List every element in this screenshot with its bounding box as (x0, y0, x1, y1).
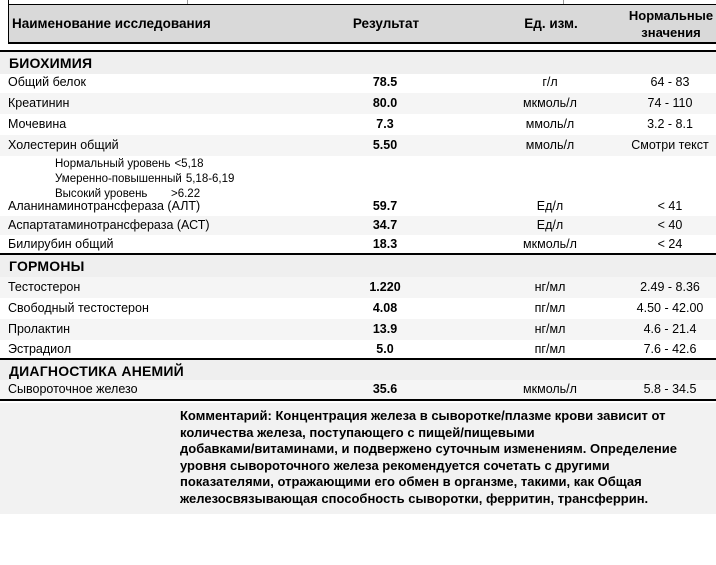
row-normal: 4.50 - 42.00 (636, 301, 704, 315)
table-header: Наименование исследования Результат Ед. … (8, 4, 716, 44)
row-unit: мкмоль/л (523, 382, 577, 396)
row-name: Холестерин общий (8, 138, 119, 152)
table-row: Свободный тестостерон 4.08 пг/мл 4.50 - … (0, 298, 716, 319)
table-row: Аланинаминотрансфераза (АЛТ) 59.7 Ед/л <… (0, 197, 716, 216)
row-normal: < 24 (657, 237, 683, 251)
note-label: Нормальный уровень (55, 158, 171, 170)
row-result: 18.3 (372, 237, 398, 251)
row-name: Пролактин (8, 322, 71, 336)
row-normal: 5.8 - 34.5 (643, 382, 697, 396)
comment-line: железосвязывающая способность сыворотки,… (180, 490, 649, 506)
row-result: 78.5 (372, 75, 398, 89)
row-unit: Ед/л (536, 218, 564, 232)
section-header-biochemistry: БИОХИМИЯ (0, 50, 716, 74)
row-result: 5.0 (376, 342, 394, 356)
row-name: Свободный тестостерон (8, 301, 149, 315)
table-row: Холестерин общий 5.50 ммоль/л Смотри тек… (0, 135, 716, 156)
cholesterol-note-line: Умеренно-повышенный 5,18-6,19 (55, 172, 234, 187)
column-header-unit: Ед. изм. (524, 16, 578, 31)
row-name: Общий белок (8, 75, 87, 89)
row-normal: Смотри текст (631, 138, 709, 152)
row-unit: ммоль/л (525, 117, 575, 131)
row-name: Аспартатаминотрансфераза (АСТ) (8, 218, 210, 232)
comment-line: показателями, отражающими его обмен в ор… (180, 474, 642, 489)
gridline-remnant (187, 0, 188, 4)
comment-line: уровня сывороточного железа рекомендуетс… (180, 457, 610, 473)
column-header-result: Результат (352, 16, 420, 31)
row-unit: нг/мл (534, 280, 566, 294)
column-header-name: Наименование исследования (12, 16, 211, 31)
table-row: Сывороточное железо 35.6 мкмоль/л 5.8 - … (0, 380, 716, 401)
row-result: 1.220 (369, 280, 401, 294)
row-result: 59.7 (372, 199, 398, 213)
note-label: Умеренно-повышенный (55, 173, 182, 185)
row-result: 13.9 (372, 322, 398, 336)
row-normal: < 41 (657, 199, 683, 213)
row-normal: 64 - 83 (650, 75, 690, 89)
row-result: 4.08 (372, 301, 398, 315)
row-normal: 2.49 - 8.36 (640, 280, 700, 294)
row-name: Сывороточное железо (8, 382, 138, 396)
row-name: Тестостерон (8, 280, 81, 294)
row-result: 35.6 (372, 382, 398, 396)
row-unit: пг/мл (534, 342, 566, 356)
row-name: Креатинин (8, 96, 70, 110)
row-unit: г/л (542, 75, 558, 89)
row-result: 80.0 (372, 96, 398, 110)
column-header-normal: Нормальные значения (628, 7, 714, 40)
row-result: 5.50 (372, 138, 398, 152)
cholesterol-note-line: Нормальный уровень <5,18 (55, 157, 234, 172)
table-row: Креатинин 80.0 мкмоль/л 74 - 110 (0, 93, 716, 114)
row-name: Мочевина (8, 117, 67, 131)
cholesterol-note: Нормальный уровень <5,18 Умеренно-повыше… (55, 157, 234, 202)
section-header-anemia: ДИАГНОСТИКА АНЕМИЙ (0, 358, 716, 382)
cholesterol-note-line: Высокий уровень >6.22 (55, 187, 234, 202)
row-normal: < 40 (657, 218, 683, 232)
comment-block: Комментарий: Концентрация железа в сывор… (0, 403, 716, 514)
gridline-remnant-left (8, 0, 9, 4)
table-row: Пролактин 13.9 нг/мл 4.6 - 21.4 (0, 319, 716, 340)
gridline-remnant (563, 0, 564, 4)
note-value: <5,18 (174, 158, 204, 170)
comment-line: количества железа, поступающего с пищей/… (180, 424, 535, 440)
table-row: Билирубин общий 18.3 мкмоль/л < 24 (0, 235, 716, 253)
table-row: Эстрадиол 5.0 пг/мл 7.6 - 42.6 (0, 340, 716, 358)
row-unit: Ед/л (536, 199, 564, 213)
row-name: Эстрадиол (8, 342, 72, 356)
table-row: Тестостерон 1.220 нг/мл 2.49 - 8.36 (0, 277, 716, 298)
row-unit: мкмоль/л (523, 96, 577, 110)
row-normal: 7.6 - 42.6 (643, 342, 697, 356)
row-unit: пг/мл (534, 301, 566, 315)
note-label: Высокий уровень (55, 188, 148, 200)
row-result: 34.7 (372, 218, 398, 232)
row-unit: мкмоль/л (523, 237, 577, 251)
section-header-hormones: ГОРМОНЫ (0, 253, 716, 277)
note-value: >6.22 (171, 188, 201, 200)
row-normal: 3.2 - 8.1 (647, 117, 693, 131)
table-row: Мочевина 7.3 ммоль/л 3.2 - 8.1 (0, 114, 716, 135)
note-value: 5,18-6,19 (185, 173, 235, 185)
row-name: Билирубин общий (8, 237, 114, 251)
row-normal: 74 - 110 (647, 96, 693, 110)
comment-line: добавками/витаминами, и подвержено суточ… (180, 441, 677, 456)
row-normal: 4.6 - 21.4 (643, 322, 697, 336)
table-row: Аспартатаминотрансфераза (АСТ) 34.7 Ед/л… (0, 216, 716, 235)
row-unit: нг/мл (534, 322, 566, 336)
row-unit: ммоль/л (525, 138, 575, 152)
comment-line: Комментарий: Концентрация железа в сывор… (180, 408, 666, 423)
table-row: Общий белок 78.5 г/л 64 - 83 (0, 72, 716, 93)
row-name: Аланинаминотрансфераза (АЛТ) (8, 199, 201, 213)
row-result: 7.3 (376, 117, 394, 131)
